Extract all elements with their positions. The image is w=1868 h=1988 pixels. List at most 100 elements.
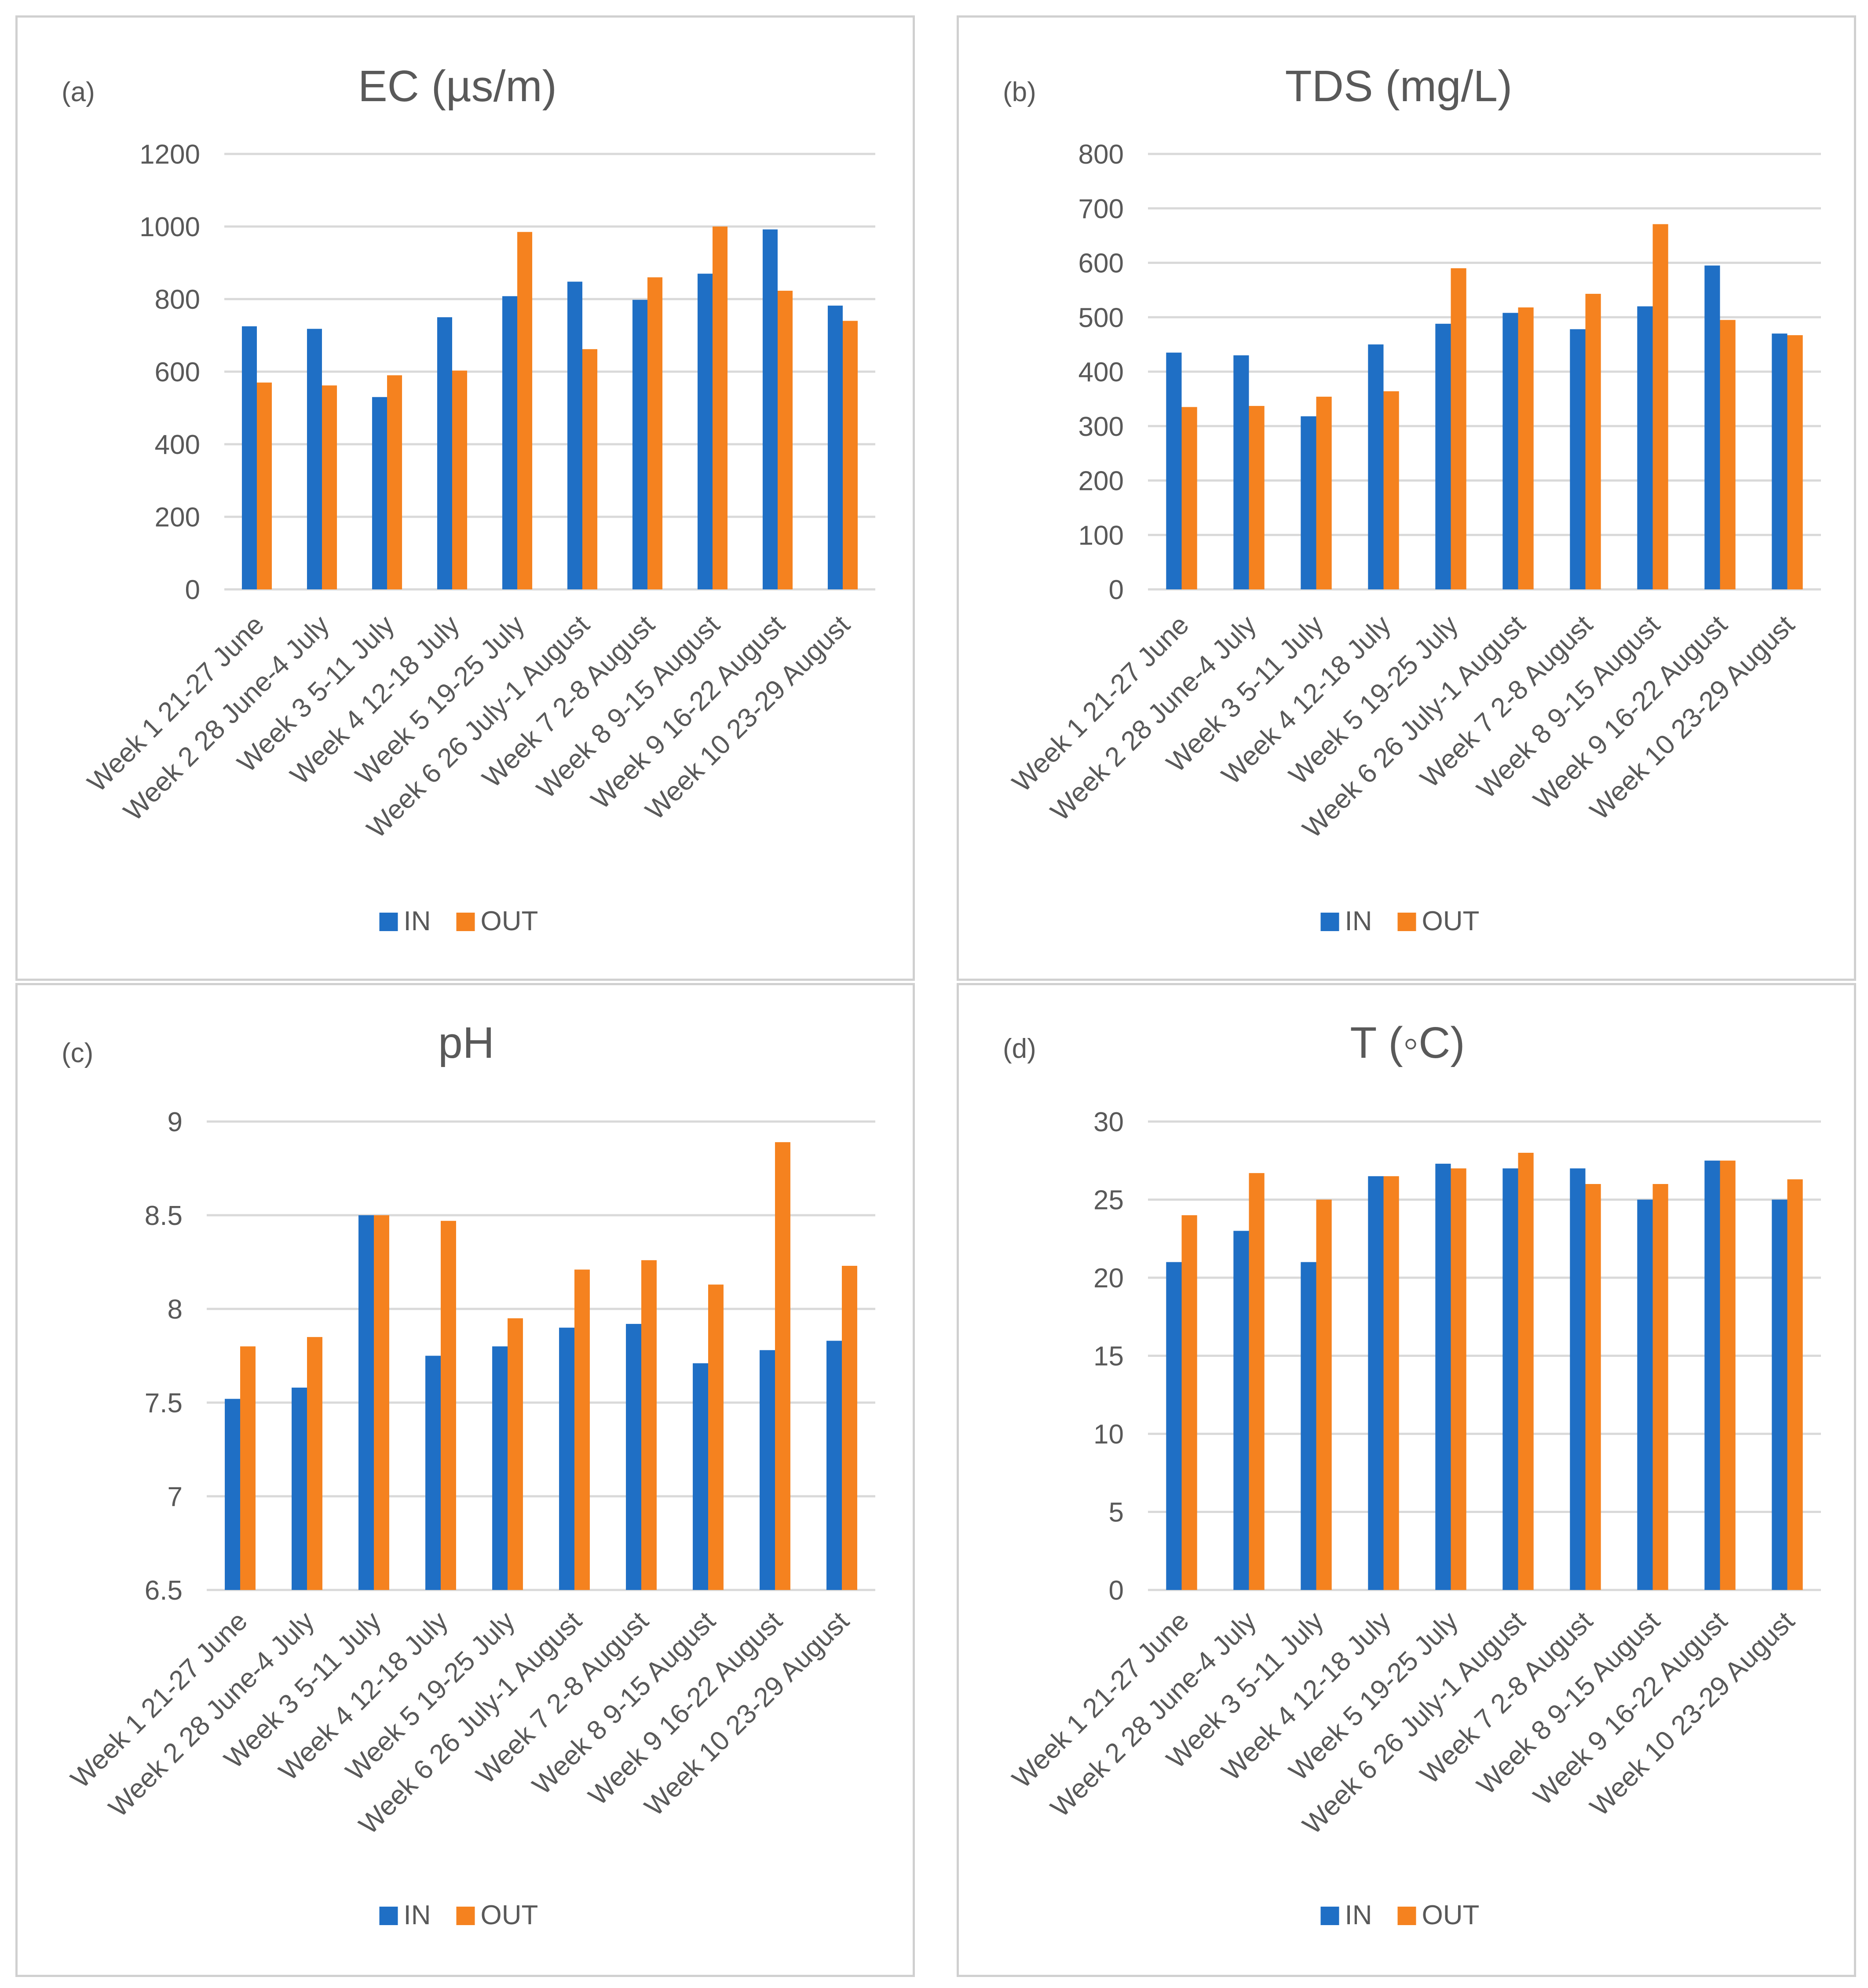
bar-in-week-4 bbox=[425, 1356, 441, 1590]
bar-in-week-6 bbox=[567, 281, 582, 589]
bar-in-week-1 bbox=[241, 326, 257, 589]
chart-panel-ph: (c) pH 6.5 7 7.5 8 8.5 9 Week 1 21-27 June Week 2… bbox=[15, 983, 915, 1977]
legend-in-label: IN bbox=[1345, 906, 1372, 936]
legend-out-label: OUT bbox=[1422, 1900, 1480, 1930]
bar-out-week-5 bbox=[1451, 1168, 1466, 1590]
bar-out-week-4 bbox=[1383, 1176, 1399, 1590]
bar-out-week-1 bbox=[257, 382, 272, 589]
legend-out-swatch bbox=[456, 1907, 475, 1925]
bar-in-week-7 bbox=[626, 1324, 641, 1590]
y-tick-label: 7.5 bbox=[145, 1388, 183, 1418]
bar-in-week-7 bbox=[1570, 329, 1586, 589]
bar-out-week-10 bbox=[1787, 335, 1803, 589]
legend-in-label: IN bbox=[404, 1900, 431, 1930]
bar-out-week-9 bbox=[1720, 1160, 1736, 1590]
bar-out-week-2 bbox=[307, 1337, 322, 1590]
bar-in-week-4 bbox=[1368, 1176, 1384, 1590]
legend-in-swatch bbox=[379, 913, 398, 931]
bar-in-week-5 bbox=[1435, 324, 1451, 589]
bar-in-week-8 bbox=[697, 274, 713, 589]
bar-in-week-6 bbox=[1502, 313, 1518, 589]
bar-out-week-3 bbox=[1316, 396, 1332, 589]
legend-out-swatch bbox=[1397, 1907, 1416, 1925]
chart-title: TDS (mg/L) bbox=[1285, 62, 1513, 111]
bar-out-week-6 bbox=[582, 349, 598, 589]
bar-in-week-3 bbox=[358, 1215, 374, 1590]
bar-out-week-8 bbox=[1652, 1184, 1668, 1590]
bar-out-week-2 bbox=[322, 385, 337, 589]
legend-out-label: OUT bbox=[1422, 906, 1480, 936]
bar-in-week-10 bbox=[826, 1341, 842, 1590]
bar-in-week-4 bbox=[1368, 344, 1384, 589]
y-tick-label: 100 bbox=[1078, 520, 1124, 551]
bar-out-week-3 bbox=[387, 375, 402, 589]
bar-in-week-4 bbox=[437, 317, 452, 589]
bar-in-week-9 bbox=[760, 1350, 775, 1590]
bar-in-week-3 bbox=[1301, 416, 1316, 589]
bar-in-week-9 bbox=[1704, 265, 1720, 589]
y-tick-label: 800 bbox=[1078, 139, 1124, 170]
bar-in-week-9 bbox=[762, 229, 778, 589]
bar-in-week-2 bbox=[1233, 355, 1249, 589]
bar-in-week-7 bbox=[632, 300, 647, 589]
chart-svg: (b) TDS (mg/L)0100200300400500600700800We… bbox=[1003, 62, 1821, 936]
bar-out-week-6 bbox=[1518, 307, 1534, 589]
chart-panel-temperature: (d) T (◦C) 0 5 10 15 20 25 30 Week 1 21-27 June We… bbox=[957, 983, 1856, 1977]
panel-label: (c) bbox=[62, 1038, 93, 1068]
bar-in-week-6 bbox=[1502, 1168, 1518, 1590]
bar-in-week-8 bbox=[693, 1363, 708, 1590]
bar-in-week-7 bbox=[1570, 1168, 1586, 1590]
y-tick-label: 300 bbox=[1078, 412, 1124, 442]
chart-panel-ec: (a) EC (µs/m) 0 200 400 600 800 1000 1200 Week 1 … bbox=[15, 15, 915, 981]
bar-in-week-1 bbox=[225, 1399, 240, 1590]
legend-out-swatch bbox=[1397, 913, 1416, 931]
bar-out-week-10 bbox=[1787, 1179, 1803, 1590]
bar-out-week-8 bbox=[713, 227, 728, 589]
bar-out-week-9 bbox=[1720, 320, 1736, 589]
bar-out-week-2 bbox=[1249, 406, 1265, 589]
chart-title: EC (µs/m) bbox=[358, 62, 557, 111]
bar-out-week-7 bbox=[1585, 294, 1601, 589]
y-tick-label: 10 bbox=[1093, 1419, 1124, 1450]
y-tick-label: 0 bbox=[185, 575, 200, 605]
y-tick-label: 200 bbox=[1078, 466, 1124, 497]
bar-out-week-4 bbox=[441, 1221, 456, 1590]
bar-out-week-9 bbox=[778, 291, 793, 589]
bar-in-week-2 bbox=[307, 329, 322, 589]
y-tick-label: 600 bbox=[1078, 248, 1124, 279]
y-tick-label: 9 bbox=[168, 1107, 183, 1137]
bar-out-week-4 bbox=[1383, 391, 1399, 589]
bar-in-week-8 bbox=[1637, 306, 1653, 589]
legend-in-swatch bbox=[379, 1907, 398, 1925]
y-tick-label: 6.5 bbox=[145, 1575, 183, 1606]
bar-out-week-1 bbox=[1181, 407, 1197, 589]
legend-in-label: IN bbox=[404, 906, 431, 936]
panel-label: (b) bbox=[1003, 77, 1036, 107]
bar-in-week-5 bbox=[492, 1346, 508, 1590]
y-tick-label: 8 bbox=[168, 1294, 183, 1325]
legend-out-label: OUT bbox=[481, 1900, 538, 1930]
legend-in-swatch bbox=[1320, 913, 1339, 931]
chart-title: pH bbox=[438, 1018, 494, 1067]
bar-out-week-7 bbox=[641, 1260, 657, 1590]
bar-in-week-2 bbox=[1233, 1231, 1249, 1590]
bar-in-week-10 bbox=[1772, 1199, 1788, 1590]
y-tick-label: 700 bbox=[1078, 194, 1124, 224]
bar-in-week-5 bbox=[502, 296, 517, 589]
y-tick-label: 8.5 bbox=[145, 1201, 183, 1231]
bar-out-week-1 bbox=[240, 1346, 256, 1590]
bar-in-week-3 bbox=[372, 397, 387, 589]
bar-in-week-10 bbox=[827, 305, 843, 589]
bar-out-week-2 bbox=[1249, 1173, 1265, 1590]
y-tick-label: 1200 bbox=[139, 139, 200, 170]
legend-out-label: OUT bbox=[481, 906, 538, 936]
panel-label: (d) bbox=[1003, 1034, 1036, 1064]
y-tick-label: 500 bbox=[1078, 303, 1124, 333]
bar-out-week-3 bbox=[1316, 1199, 1332, 1590]
y-tick-label: 25 bbox=[1093, 1185, 1124, 1216]
legend-in-label: IN bbox=[1345, 1900, 1372, 1930]
bar-out-week-10 bbox=[843, 321, 858, 589]
bar-in-week-8 bbox=[1637, 1199, 1653, 1590]
y-tick-label: 800 bbox=[155, 285, 200, 315]
